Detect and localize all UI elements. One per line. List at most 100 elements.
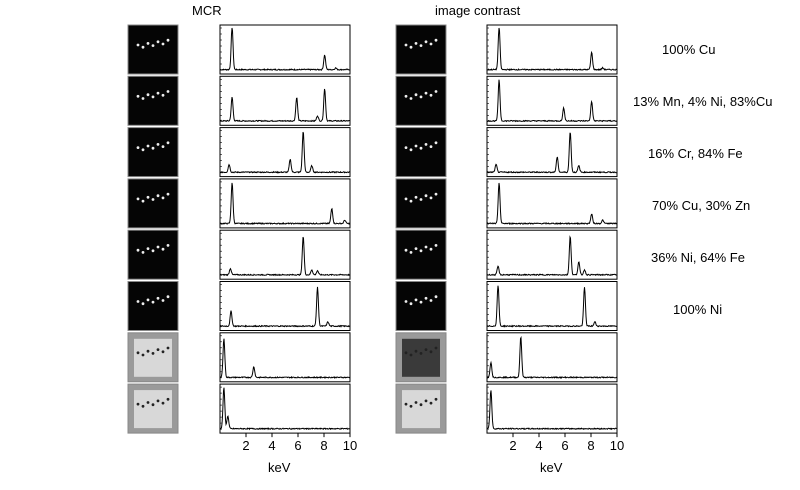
composition-label: 70% Cu, 30% Zn	[652, 198, 751, 213]
contrast-map-dot	[429, 247, 433, 251]
contrast-map-dot	[419, 352, 423, 355]
contrast-spectrum-frame-4	[486, 178, 618, 229]
mcr-spectrum-line-6	[219, 286, 351, 328]
mcr-map-dot	[156, 399, 160, 403]
contrast-map-3	[395, 127, 447, 178]
mcr-spectrum-frame-2	[219, 75, 351, 126]
mcr-map-dot	[136, 351, 140, 355]
contrast-spectrum-line-5	[486, 235, 618, 277]
mcr-x-tick-label: 6	[294, 438, 301, 453]
contrast-spectrum-frame-8	[486, 383, 618, 434]
contrast-x-tick-label: 8	[587, 438, 594, 453]
mcr-map-dot	[166, 346, 170, 350]
contrast-map-5	[395, 229, 447, 280]
contrast-map-dot	[404, 248, 408, 252]
mcr-spectrum-frame-6	[219, 281, 351, 331]
contrast-map-dot	[429, 196, 433, 200]
contrast-map-dot	[409, 302, 413, 306]
contrast-map-dot	[424, 194, 428, 198]
mcr-map-dot	[146, 247, 150, 251]
contrast-map-dot	[404, 94, 408, 98]
mcr-map-dot	[161, 247, 165, 251]
contrast-map-dot	[414, 349, 418, 353]
mcr-x-tick-label: 8	[320, 438, 327, 453]
mcr-map-dot	[141, 97, 145, 100]
mcr-map-dot	[166, 397, 170, 401]
mcr-map-dot	[151, 146, 155, 150]
mcr-map-dot	[151, 95, 155, 99]
contrast-map-dot	[434, 346, 438, 350]
mcr-map-dot	[146, 401, 150, 404]
mcr-spectrum-line-7	[219, 338, 351, 379]
contrast-map-2	[395, 75, 447, 126]
contrast-map-dot	[424, 399, 428, 403]
contrast-map-dot	[419, 300, 423, 304]
mcr-map-dot	[161, 299, 165, 302]
mcr-map-dot	[166, 38, 170, 42]
contrast-map-dot	[414, 93, 418, 97]
contrast-map-dot	[409, 404, 413, 408]
contrast-map-dot	[414, 401, 418, 404]
x-axis-label-left: keV	[268, 460, 291, 475]
mcr-map-sample-7	[134, 338, 172, 377]
image-contrast-header: image contrast	[435, 3, 521, 18]
mcr-map-dot	[136, 300, 140, 303]
contrast-map-dot	[414, 195, 418, 199]
mcr-spectrum-line-4	[219, 182, 351, 225]
mcr-header: MCR	[192, 3, 222, 18]
mcr-map-dot	[161, 93, 165, 97]
contrast-x-tick-label: 6	[561, 438, 568, 453]
contrast-map-dot	[419, 95, 423, 99]
contrast-map-4	[395, 178, 447, 229]
mcr-map-3	[127, 127, 179, 178]
contrast-map-dot	[434, 397, 438, 401]
contrast-map-dot	[414, 247, 418, 251]
contrast-map-dot	[434, 244, 438, 247]
mcr-spectrum-frame-8	[219, 383, 351, 434]
contrast-spectrum-frame-6	[486, 281, 618, 331]
mcr-spectrum-line-5	[219, 236, 351, 277]
contrast-map-dot	[414, 298, 418, 302]
mcr-spectrum-frame-7	[219, 332, 351, 383]
composition-label: 13% Mn, 4% Ni, 83%Cu	[633, 94, 773, 109]
composition-label: 16% Cr, 84% Fe	[648, 146, 743, 161]
mcr-map-dot	[161, 145, 165, 149]
contrast-map-dot	[419, 146, 423, 150]
mcr-map-dot	[151, 352, 155, 355]
contrast-spectrum-line-7	[486, 335, 618, 380]
contrast-spectrum-line-6	[486, 285, 618, 328]
mcr-map-5	[127, 229, 179, 280]
mcr-map-4	[127, 178, 179, 229]
contrast-map-dot	[414, 144, 418, 148]
contrast-map-dot	[414, 42, 418, 45]
contrast-map-dot	[404, 402, 408, 406]
mcr-spectrum-frame-3	[219, 127, 351, 178]
mcr-map-dot	[141, 404, 145, 408]
x-axis-label-right: keV	[540, 460, 563, 475]
contrast-spectrum-frame-7	[486, 332, 618, 383]
contrast-map-dot	[429, 401, 433, 405]
mcr-spectrum-frame-5	[219, 229, 351, 280]
mcr-map-dot	[136, 146, 140, 150]
mcr-spectrum-line-8	[219, 387, 351, 431]
contrast-map-dot	[409, 353, 413, 357]
contrast-map-dot	[419, 44, 423, 47]
mcr-spectrum-line-3	[219, 131, 351, 174]
mcr-map-dot	[161, 350, 165, 354]
contrast-map-dot	[409, 251, 413, 254]
mcr-map-dot	[161, 401, 165, 405]
contrast-map-dot	[429, 42, 433, 46]
mcr-map-2	[127, 75, 179, 126]
contrast-map-sample-7	[402, 338, 440, 377]
contrast-map-dot	[419, 403, 423, 407]
mcr-map-dot	[166, 295, 170, 299]
contrast-map-dot	[429, 93, 433, 97]
mcr-map-dot	[156, 348, 160, 351]
contrast-map-dot	[419, 198, 423, 201]
contrast-map-dot	[424, 40, 428, 44]
contrast-map-dot	[409, 199, 413, 203]
contrast-x-tick-label: 4	[535, 438, 542, 453]
composition-label: 100% Ni	[673, 302, 723, 317]
contrast-map-dot	[404, 43, 408, 47]
